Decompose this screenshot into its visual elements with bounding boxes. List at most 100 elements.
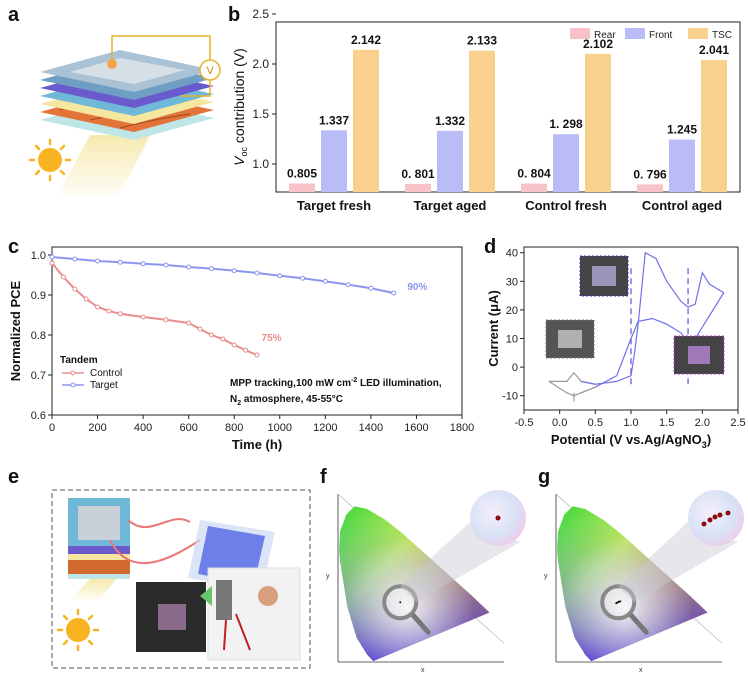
device-yellow-layer: [68, 554, 130, 560]
d-xtick-label: -0.5: [515, 417, 534, 429]
c-point-target: [277, 273, 283, 279]
c-legend-label: Target: [90, 380, 118, 391]
d-photo-1-active: [592, 266, 616, 286]
b-ylabel-rest: contribution (V): [231, 48, 247, 147]
b-bar-tsc: [469, 50, 495, 193]
d-xlabel-part: Potential (V vs.Ag/AgNO: [551, 432, 702, 447]
wire-2: [109, 539, 201, 565]
b-bar-label: 1.332: [435, 114, 465, 128]
b-bar-front: [669, 139, 695, 192]
c-annotation-control: 75%: [262, 333, 282, 344]
panel-letter-d: d: [484, 236, 497, 258]
photo-hand: [258, 586, 278, 606]
c-point-target: [300, 275, 306, 281]
c-xtick-label: 400: [134, 422, 152, 434]
b-legend-label: Rear: [594, 30, 616, 41]
arrow-icon: [200, 586, 212, 606]
b-plot-frame: [275, 21, 741, 193]
c-point-control: [106, 308, 112, 314]
d-xlabel-part: 3: [702, 440, 707, 450]
c-series-target: [51, 256, 394, 294]
c-point-target: [254, 270, 260, 276]
b-ylabel-sub: oc: [239, 146, 249, 156]
cie-locus-white: [557, 506, 708, 662]
panel-g-cie-diagram: xy: [544, 490, 744, 674]
b-bar-label: 1.337: [319, 113, 349, 127]
d-xtick-label: 2.0: [695, 417, 710, 429]
panel-f-cie-diagram: xy: [326, 490, 526, 674]
b-legend-swatch: [688, 28, 708, 39]
c-conditions-line2: N2 atmosphere, 45-55°C: [230, 394, 343, 407]
c-series-control: [51, 262, 258, 356]
panel-letter-e: e: [8, 466, 20, 488]
panel-letter-f: f: [320, 466, 327, 488]
b-bar-label: 0. 804: [517, 167, 551, 181]
wire-1: [127, 518, 191, 528]
zoom-dot: [717, 512, 723, 518]
b-ylabel: Voc contribution (V): [231, 48, 249, 166]
d-ytick-label: 30: [506, 276, 518, 288]
c-point-target: [49, 254, 55, 260]
c-point-target: [117, 259, 123, 265]
b-legend-swatch: [625, 28, 645, 39]
c-point-control: [83, 296, 89, 302]
c-annotation-target: 90%: [407, 282, 427, 293]
d-xtick-label: 0.5: [588, 417, 603, 429]
b-legend-swatch: [570, 28, 590, 39]
sun-icon-e: [56, 608, 100, 652]
device-perovskite-layer: [68, 560, 130, 574]
c-xtick-label: 800: [225, 422, 243, 434]
c-legend-title: Tandem: [60, 355, 98, 366]
b-bar-label: 0.805: [287, 167, 317, 181]
c-legend-marker: [70, 370, 76, 376]
c-conditions-part: LED illumination,: [357, 378, 442, 389]
c-xtick-label: 1200: [313, 422, 337, 434]
d-ytick-label: 20: [506, 305, 518, 317]
c-legend-marker: [70, 382, 76, 388]
c-point-target: [72, 256, 78, 262]
c-xtick-label: 200: [88, 422, 106, 434]
c-point-control: [72, 286, 78, 292]
b-bar-rear: [637, 184, 663, 192]
cie-point: [619, 600, 622, 603]
sun-icon: [28, 138, 72, 182]
d-ytick-label: 0: [512, 362, 518, 374]
c-legend-label: Control: [90, 368, 122, 379]
dashed-frame: [51, 489, 311, 669]
light-beam: [58, 135, 150, 195]
light-beam-e: [70, 579, 116, 600]
magnifier-handle: [409, 611, 431, 635]
c-xtick-label: 0: [49, 422, 55, 434]
b-ytick-label: 1.0: [252, 157, 269, 171]
b-ytick-label: 2.0: [252, 57, 269, 71]
c-point-target: [368, 285, 374, 291]
c-conditions-part: 2: [237, 400, 241, 407]
b-bar-front: [437, 130, 463, 192]
c-point-target: [95, 258, 101, 264]
cie-x-label: x: [421, 667, 425, 674]
panel-letter-a: a: [8, 4, 20, 26]
c-conditions-part: MPP tracking,100 mW cm: [230, 378, 351, 389]
b-legend-label: TSC: [712, 30, 732, 41]
cie-point: [399, 601, 402, 604]
d-cv-gray-reverse: [548, 380, 596, 397]
device-glass-layer: [68, 574, 130, 579]
b-bar-tsc: [701, 59, 727, 193]
cie-x-label: x: [639, 667, 643, 674]
b-bar-label: 2.142: [351, 33, 381, 47]
c-point-control: [231, 342, 237, 348]
zoom-dot: [725, 510, 731, 516]
c-ytick-label: 0.8: [31, 330, 46, 342]
d-xtick-label: 2.5: [730, 417, 745, 429]
c-point-control: [243, 347, 249, 353]
d-photo-3-active: [688, 346, 710, 364]
c-ytick-label: 0.7: [31, 370, 46, 382]
b-bar-rear: [289, 183, 315, 192]
c-point-target: [163, 262, 169, 268]
d-xtick-label: 1.0: [623, 417, 638, 429]
c-xtick-label: 600: [179, 422, 197, 434]
d-xtick-label: 1.5: [659, 417, 674, 429]
d-photo-2-active: [558, 330, 582, 348]
b-ytick-label: 2.5: [252, 7, 269, 21]
cie-y-label: y: [326, 573, 330, 580]
